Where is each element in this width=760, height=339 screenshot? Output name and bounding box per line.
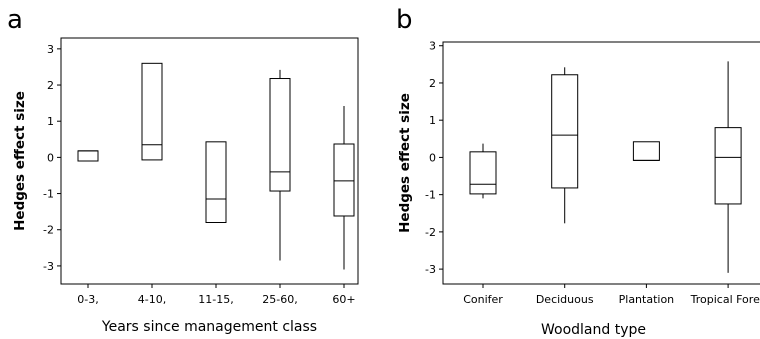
box-iqr: [205, 141, 227, 224]
x-tick-label: Tropical Fores: [690, 293, 760, 306]
x-axis-label: Woodland type: [541, 322, 646, 338]
y-tick-label: -2: [425, 226, 436, 239]
panel-a-letter: a: [7, 5, 23, 35]
y-tick-label: 0: [429, 151, 436, 164]
x-tick-label: 25-60,: [262, 293, 297, 306]
y-tick-label: -3: [425, 263, 436, 276]
y-tick-label: 0: [47, 151, 54, 164]
y-tick-label: 3: [429, 40, 436, 53]
y-tick-label: -2: [43, 224, 54, 237]
y-tick-label: 2: [429, 77, 436, 90]
y-tick-label: 1: [47, 115, 54, 128]
x-tick-label: 4-10,: [138, 293, 166, 306]
box-iqr: [551, 74, 579, 189]
x-tick-label: Plantation: [619, 293, 675, 306]
box-iqr: [333, 143, 355, 217]
y-axis-label: Hedges effect size: [397, 93, 413, 233]
x-tick-label: 0-3,: [77, 293, 98, 306]
panel-b-chart: 3 2 1 0 -1 -2 -3 Conifer Deciduous Plantation Trop…: [397, 40, 760, 338]
y-tick-label: -1: [43, 188, 54, 201]
x-tick-label: Conifer: [463, 293, 503, 306]
x-tick-label: 60+: [332, 293, 355, 306]
box-iqr: [141, 62, 163, 161]
box-iqr: [469, 151, 497, 195]
panel-a-chart: 3 2 1 0 -1 -2 -3 0-3, 4-10, 11-15, 25-60, 60+ Hedges…: [12, 37, 359, 335]
box-iqr: [269, 78, 291, 192]
x-tick-label: 11-15,: [198, 293, 233, 306]
y-tick-label: 3: [47, 43, 54, 56]
plot-frame: [60, 37, 359, 285]
x-axis-label: Years since management class: [101, 319, 317, 335]
y-tick-label: -1: [425, 189, 436, 202]
box-iqr: [632, 141, 660, 161]
y-tick-label: 1: [429, 114, 436, 127]
x-tick-label: Deciduous: [536, 293, 594, 306]
y-tick-label: -3: [43, 260, 54, 273]
y-tick-label: 2: [47, 79, 54, 92]
plot-frame: [442, 41, 760, 285]
y-axis-label: Hedges effect size: [12, 91, 28, 231]
box-iqr: [77, 150, 99, 162]
box-iqr: [714, 127, 742, 205]
panel-b-letter: b: [396, 5, 413, 35]
